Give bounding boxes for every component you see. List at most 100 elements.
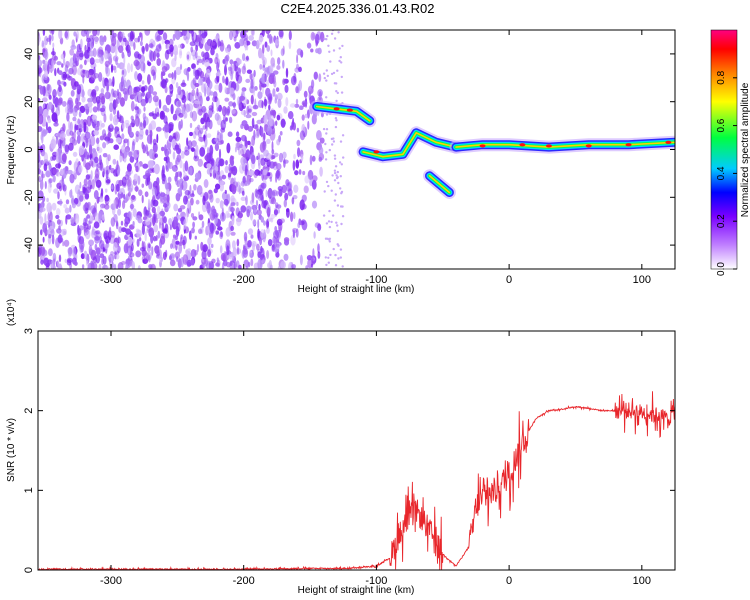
noise-speckle xyxy=(38,113,44,125)
noise-speckle xyxy=(284,84,289,93)
noise-speckle xyxy=(49,183,52,188)
noise-speckle xyxy=(52,95,56,104)
noise-speckle xyxy=(147,168,154,174)
noise-speckle xyxy=(102,153,108,158)
noise-speckle xyxy=(295,228,299,238)
noise-speckle xyxy=(71,202,76,209)
noise-speckle xyxy=(150,85,154,94)
noise-speckle xyxy=(58,162,61,170)
noise-speckle xyxy=(151,187,157,197)
noise-speckle xyxy=(121,51,125,59)
noise-speckle xyxy=(194,126,200,136)
noise-speckle xyxy=(291,197,295,205)
noise-speckle xyxy=(68,160,72,166)
noise-speckle xyxy=(280,48,285,57)
noise-speckle xyxy=(65,214,72,220)
noise-speckle xyxy=(250,94,254,105)
noise-speckle xyxy=(276,138,281,146)
noise-speckle xyxy=(268,99,272,105)
noise-speckle xyxy=(190,213,195,218)
noise-speckle xyxy=(160,191,163,202)
noise-speckle xyxy=(78,225,84,231)
noise-speckle xyxy=(156,133,159,144)
noise-speckle xyxy=(104,91,111,100)
noise-speckle xyxy=(66,259,72,266)
noise-speckle xyxy=(226,245,230,256)
noise-speckle xyxy=(93,66,96,76)
noise-speckle xyxy=(192,221,196,228)
noise-speckle xyxy=(173,216,178,224)
noise-speckle xyxy=(266,227,270,234)
noise-speckle xyxy=(132,90,138,97)
noise-speckle xyxy=(148,254,151,263)
noise-speckle xyxy=(56,99,63,106)
noise-speckle xyxy=(158,99,162,109)
noise-speckle xyxy=(335,99,338,103)
noise-speckle xyxy=(197,158,203,167)
noise-speckle xyxy=(158,43,162,49)
noise-speckle xyxy=(91,226,95,236)
noise-speckle xyxy=(161,175,166,181)
noise-speckle xyxy=(338,161,342,164)
noise-speckle xyxy=(292,117,295,128)
noise-speckle xyxy=(103,82,106,89)
noise-speckle xyxy=(328,50,331,53)
noise-speckle xyxy=(88,50,95,57)
noise-speckle xyxy=(95,179,102,188)
noise-speckle xyxy=(88,239,94,246)
noise-speckle xyxy=(89,57,95,65)
x-tick-label: -300 xyxy=(100,575,122,587)
noise-speckle xyxy=(226,142,231,154)
noise-speckle xyxy=(177,187,182,195)
noise-speckle xyxy=(116,183,120,192)
noise-speckle xyxy=(142,62,146,74)
noise-speckle xyxy=(176,180,180,188)
noise-speckle xyxy=(115,137,122,144)
noise-speckle xyxy=(181,180,188,191)
noise-speckle xyxy=(125,46,129,51)
noise-speckle xyxy=(105,179,111,184)
noise-speckle xyxy=(161,79,167,89)
noise-speckle xyxy=(204,53,208,58)
noise-speckle xyxy=(299,199,305,211)
noise-speckle xyxy=(311,79,315,89)
noise-speckle xyxy=(334,165,338,168)
noise-speckle xyxy=(80,38,83,49)
noise-speckle xyxy=(167,73,173,78)
noise-speckle xyxy=(325,132,328,135)
noise-speckle xyxy=(236,238,240,247)
noise-speckle xyxy=(198,30,202,35)
noise-speckle xyxy=(304,175,310,184)
noise-speckle xyxy=(239,59,242,65)
snr-line-layer xyxy=(38,391,675,570)
noise-speckle xyxy=(201,261,204,268)
noise-speckle xyxy=(41,97,48,103)
noise-speckle xyxy=(245,195,248,206)
noise-speckle xyxy=(256,39,262,45)
noise-speckle xyxy=(100,192,103,200)
noise-speckle xyxy=(234,146,237,153)
noise-speckle xyxy=(141,80,145,85)
noise-speckle xyxy=(215,72,222,77)
noise-speckle xyxy=(202,125,206,130)
noise-speckle xyxy=(148,148,155,159)
noise-speckle xyxy=(135,250,142,258)
noise-speckle xyxy=(181,106,186,115)
noise-speckle xyxy=(67,107,74,115)
noise-speckle xyxy=(206,133,212,139)
noise-speckle xyxy=(323,37,326,41)
noise-speckle xyxy=(327,261,330,264)
noise-speckle xyxy=(181,150,185,159)
noise-speckle xyxy=(219,245,223,254)
noise-speckle xyxy=(116,110,120,120)
noise-speckle xyxy=(122,87,128,95)
noise-speckle xyxy=(290,234,296,246)
snr-x-axis-label: Height of straight line (km) xyxy=(298,585,415,596)
noise-speckle xyxy=(247,140,251,146)
noise-speckle xyxy=(327,238,331,241)
noise-speckle xyxy=(243,259,249,268)
noise-speckle xyxy=(340,75,343,79)
noise-speckle xyxy=(330,220,333,224)
noise-speckle xyxy=(261,83,267,88)
noise-speckle xyxy=(85,189,90,199)
